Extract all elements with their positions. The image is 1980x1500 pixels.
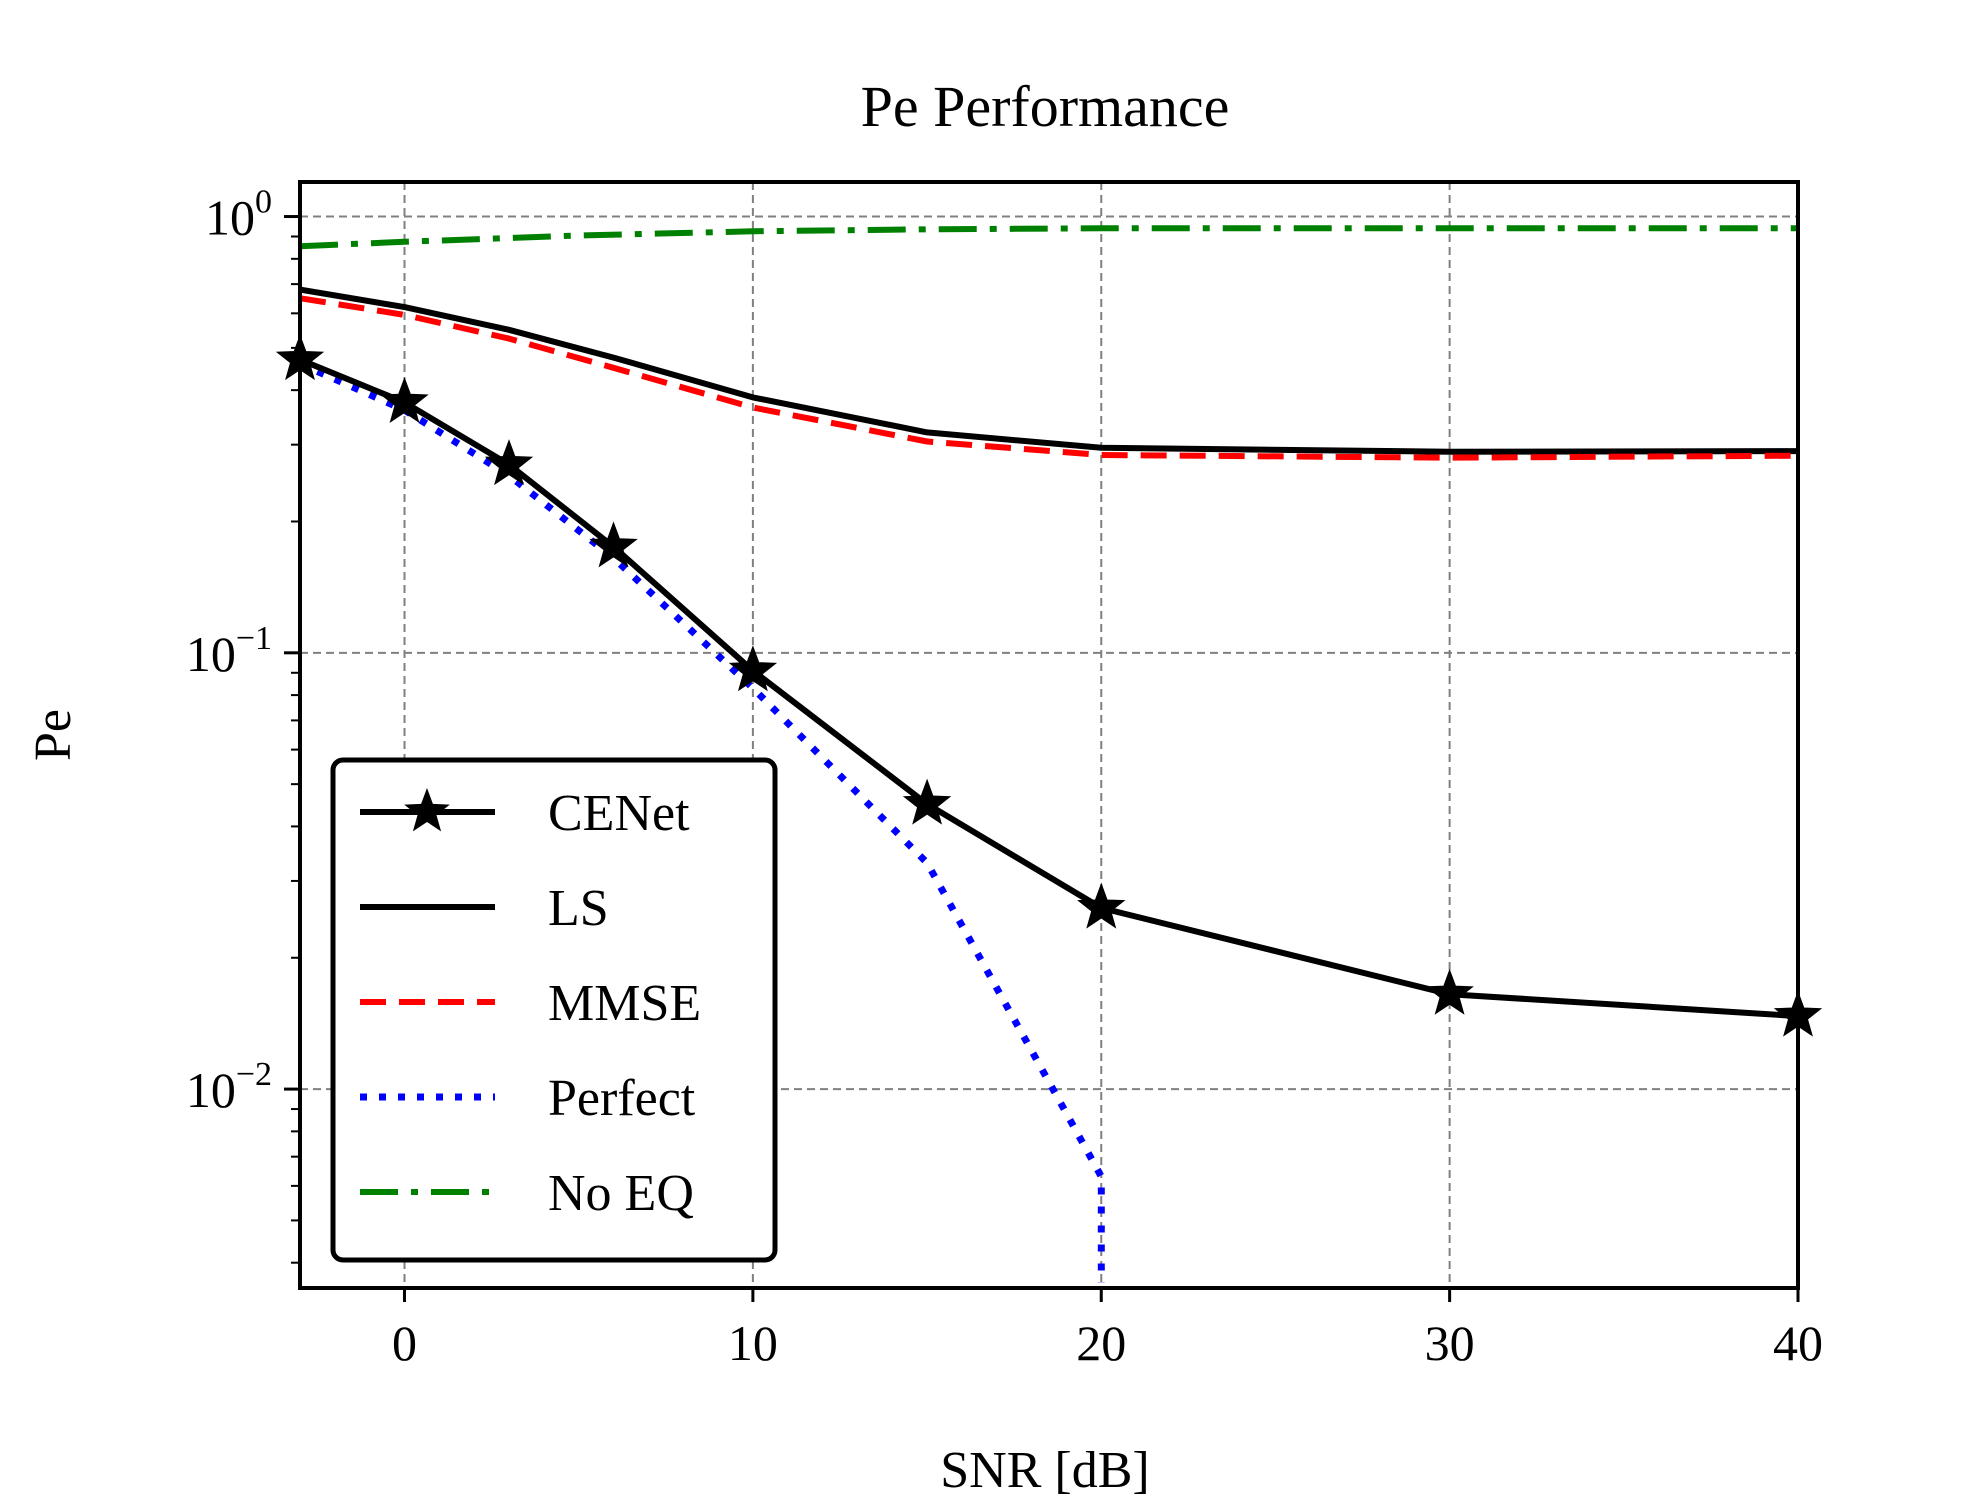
series-perfect: [300, 360, 1105, 1283]
y-tick-label: 10−1: [186, 620, 272, 682]
series-mmse: [300, 295, 1798, 461]
legend-label-mmse: MMSE: [548, 975, 701, 1032]
series-line-no-eq: [300, 225, 1798, 250]
legend: CENet LS MMSE Perfect No EQ: [330, 757, 778, 1263]
x-tick-label: 30: [1425, 1315, 1475, 1371]
data-point-cenet: [1077, 882, 1126, 929]
series-line-mmse: [300, 295, 1798, 461]
plot-series: [275, 225, 1823, 1283]
legend-label-cenet: CENet: [548, 785, 690, 842]
series-no-eq: [300, 225, 1798, 250]
data-point-cenet: [589, 521, 638, 568]
data-point-cenet: [902, 778, 952, 825]
y-tick-label: 10−2: [186, 1056, 272, 1118]
data-point-cenet: [728, 645, 778, 692]
legend-label-perfect: Perfect: [548, 1070, 696, 1127]
data-point-cenet: [484, 439, 534, 486]
legend-label-ls: LS: [548, 880, 609, 937]
chart-title: Pe Performance: [861, 74, 1230, 139]
axis-ticks: 0 10 20 30 40 100 10−1 10−2: [186, 184, 1823, 1371]
y-tick-label: 100: [205, 184, 272, 246]
data-point-cenet: [1425, 968, 1474, 1015]
x-axis-label: SNR [dB]: [940, 1442, 1149, 1499]
x-tick-label: 20: [1076, 1315, 1126, 1371]
y-axis-label: Pe: [25, 709, 82, 761]
x-tick-label: 0: [392, 1315, 417, 1371]
x-tick-label: 10: [728, 1315, 778, 1371]
series-ls: [300, 286, 1798, 455]
series-line-perfect: [300, 360, 1105, 1283]
legend-label-no-eq: No EQ: [548, 1165, 694, 1222]
x-tick-label: 40: [1773, 1315, 1823, 1371]
series-line-ls: [300, 286, 1798, 455]
legend-marker-cenet: [404, 788, 450, 832]
data-point-cenet: [380, 376, 429, 423]
legend-box: [330, 757, 778, 1263]
plot-frame: [298, 180, 1800, 1290]
